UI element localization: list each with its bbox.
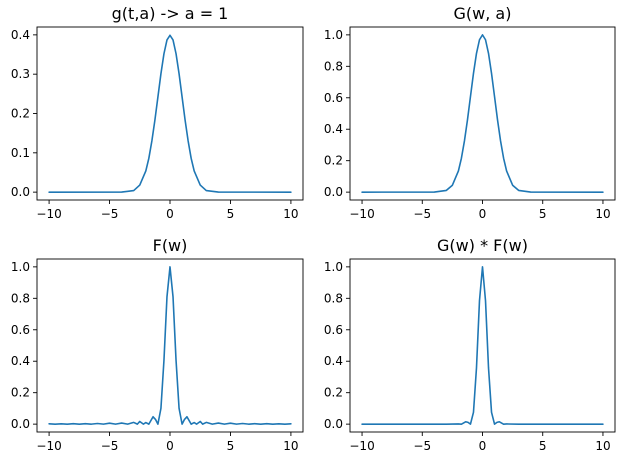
axes-frame [36, 258, 304, 433]
y-tick-label: 0.0 [324, 185, 343, 199]
x-tick-label: −10 [36, 207, 61, 221]
axes-frame [349, 26, 616, 201]
y-tick-label: 1.0 [11, 260, 30, 274]
subplot-title: G(w) * F(w) [437, 236, 528, 255]
y-tick-label: 0.8 [11, 291, 30, 305]
x-tick-label: −5 [101, 439, 119, 453]
x-tick-label: 0 [166, 439, 174, 453]
y-tick-label: 0.0 [324, 417, 343, 431]
y-tick-label: 0.2 [324, 386, 343, 400]
y-tick-label: 0.6 [324, 91, 343, 105]
y-tick-label: 0.3 [11, 67, 30, 81]
x-tick-label: 5 [539, 207, 547, 221]
y-tick-label: 0.2 [11, 386, 30, 400]
y-tick-label: 0.8 [324, 291, 343, 305]
x-tick-label: −10 [349, 439, 374, 453]
x-tick-label: 10 [283, 439, 298, 453]
y-tick-label: 0.6 [11, 323, 30, 337]
y-tick-label: 0.2 [11, 107, 30, 121]
subplot-title: G(w, a) [454, 4, 512, 23]
x-tick-label: 5 [227, 439, 235, 453]
x-tick-label: −5 [413, 207, 431, 221]
y-tick-label: 0.4 [11, 28, 30, 42]
x-tick-label: 0 [479, 439, 487, 453]
y-tick-label: 0.6 [324, 323, 343, 337]
x-tick-label: −10 [349, 207, 374, 221]
subplot-title: g(t,a) -> a = 1 [112, 4, 229, 23]
subplot-bottom-right: G(w) * F(w) −10 −5 0 5 10 0.0 0.2 0.4 0.6 0.8 1.0 [324, 236, 616, 453]
y-tick-label: 0.4 [324, 122, 343, 136]
y-tick-label: 0.1 [11, 146, 30, 160]
x-tick-label: 5 [539, 439, 547, 453]
y-tick-label: 0.0 [11, 417, 30, 431]
x-tick-label: 0 [166, 207, 174, 221]
series-line [48, 34, 292, 193]
x-tick-label: −5 [101, 207, 119, 221]
x-tick-label: 5 [227, 207, 235, 221]
series-line [361, 34, 604, 193]
x-tick-label: 10 [595, 207, 610, 221]
y-tick-label: 0.8 [324, 59, 343, 73]
axes-frame [349, 258, 616, 433]
x-tick-label: −5 [413, 439, 431, 453]
y-tick-label: 0.4 [11, 354, 30, 368]
x-tick-label: 0 [479, 207, 487, 221]
y-tick-label: 1.0 [324, 260, 343, 274]
y-tick-label: 0.4 [324, 354, 343, 368]
subplot-bottom-left: F(w) −10 −5 0 5 10 0.0 0.2 0.4 0.6 0.8 1.0 [11, 236, 304, 453]
subplot-top-right: G(w, a) −10 −5 0 5 10 0.0 0.2 0.4 0.6 0.8 1.0 [324, 4, 616, 221]
y-tick-label: 0.0 [11, 185, 30, 199]
y-tick-label: 0.2 [324, 154, 343, 168]
y-tick-label: 1.0 [324, 28, 343, 42]
series-line [361, 266, 604, 425]
subplot-top-left: g(t,a) -> a = 1 −10 −5 0 5 10 0.0 0.1 0.2 0.3 0.4 [11, 4, 304, 221]
x-tick-label: −10 [36, 439, 61, 453]
x-tick-label: 10 [595, 439, 610, 453]
subplot-title: F(w) [153, 236, 188, 255]
axes-frame [36, 26, 304, 201]
series-line [48, 266, 292, 425]
x-tick-label: 10 [283, 207, 298, 221]
